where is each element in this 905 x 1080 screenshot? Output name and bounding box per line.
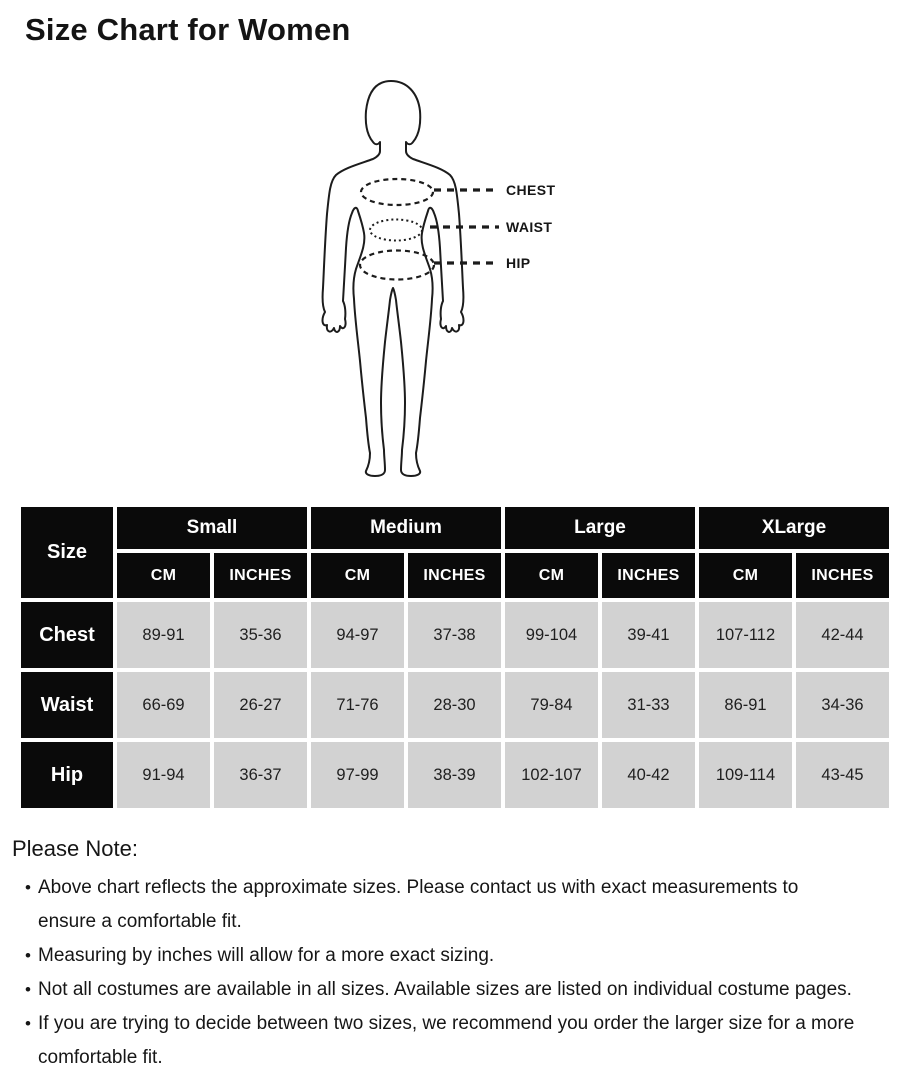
unit-header-cm: CM (699, 553, 792, 598)
size-corner-header: Size (21, 507, 113, 598)
waist-measure-ellipse (369, 218, 423, 242)
table-row-hip: Hip 91-94 36-37 97-99 38-39 102-107 40-4… (21, 742, 889, 808)
row-label-waist: Waist (21, 672, 113, 738)
hip-label: HIP (506, 255, 531, 271)
group-header-large: Large (505, 507, 695, 549)
chest-large-cm: 99-104 (505, 602, 598, 668)
unit-header-cm: CM (117, 553, 210, 598)
hip-medium-cm: 97-99 (311, 742, 404, 808)
group-header-xlarge: XLarge (699, 507, 889, 549)
unit-header-cm: CM (505, 553, 598, 598)
unit-header-inches: INCHES (796, 553, 889, 598)
notes-heading: Please Note: (12, 836, 138, 861)
chest-xlarge-inches: 42-44 (796, 602, 889, 668)
hip-measure-ellipse (358, 249, 436, 281)
note-item: • Not all costumes are available in all … (12, 973, 886, 1007)
hip-small-cm: 91-94 (117, 742, 210, 808)
notes-list: • Above chart reflects the approximate s… (12, 871, 886, 1075)
row-label-chest: Chest (21, 602, 113, 668)
chest-label: CHEST (506, 182, 555, 198)
note-item: • Above chart reflects the approximate s… (12, 871, 848, 939)
waist-label: WAIST (506, 219, 552, 235)
table-row-group-headers: Size Small Medium Large XLarge (21, 507, 889, 598)
waist-medium-inches: 28-30 (408, 672, 501, 738)
unit-header-inches: INCHES (602, 553, 695, 598)
hip-large-inches: 40-42 (602, 742, 695, 808)
waist-small-inches: 26-27 (214, 672, 307, 738)
bullet-icon: • (25, 1014, 31, 1033)
bullet-icon: • (25, 980, 31, 999)
unit-header-cm: CM (311, 553, 404, 598)
group-header-medium: Medium (311, 507, 501, 549)
note-item: • If you are trying to decide between tw… (12, 1007, 886, 1075)
hip-large-cm: 102-107 (505, 742, 598, 808)
table-row-waist: Waist 66-69 26-27 71-76 28-30 79-84 31-3… (21, 672, 889, 738)
row-label-hip: Hip (21, 742, 113, 808)
body-measurement-diagram: CHEST WAIST HIP (303, 74, 603, 482)
chest-large-inches: 39-41 (602, 602, 695, 668)
table-row-unit-headers: CM INCHES CM INCHES CM INCHES CM INCHES (21, 553, 889, 598)
chest-measure-ellipse (359, 177, 435, 207)
unit-header-inches: INCHES (408, 553, 501, 598)
hip-medium-inches: 38-39 (408, 742, 501, 808)
hip-small-inches: 36-37 (214, 742, 307, 808)
waist-large-inches: 31-33 (602, 672, 695, 738)
waist-medium-cm: 71-76 (311, 672, 404, 738)
body-diagram-svg: CHEST WAIST HIP (321, 80, 555, 477)
bullet-icon: • (25, 878, 31, 897)
chest-small-inches: 35-36 (214, 602, 307, 668)
note-text: Above chart reflects the approximate siz… (38, 877, 799, 932)
chest-medium-cm: 94-97 (311, 602, 404, 668)
hip-xlarge-inches: 43-45 (796, 742, 889, 808)
table-row-chest: Chest 89-91 35-36 94-97 37-38 99-104 39-… (21, 602, 889, 668)
chest-small-cm: 89-91 (117, 602, 210, 668)
page-title: Size Chart for Women (25, 12, 351, 47)
hip-xlarge-cm: 109-114 (699, 742, 792, 808)
waist-xlarge-cm: 86-91 (699, 672, 792, 738)
chest-medium-inches: 37-38 (408, 602, 501, 668)
waist-large-cm: 79-84 (505, 672, 598, 738)
waist-small-cm: 66-69 (117, 672, 210, 738)
unit-header-inches: INCHES (214, 553, 307, 598)
note-text: Measuring by inches will allow for a mor… (38, 945, 495, 966)
group-header-small: Small (117, 507, 307, 549)
notes-section: Please Note: • Above chart reflects the … (12, 836, 886, 1075)
note-text: Not all costumes are available in all si… (38, 979, 852, 1000)
note-text: If you are trying to decide between two … (38, 1013, 855, 1068)
waist-xlarge-inches: 34-36 (796, 672, 889, 738)
chest-xlarge-cm: 107-112 (699, 602, 792, 668)
note-item: • Measuring by inches will allow for a m… (12, 939, 886, 973)
size-table: Size Small Medium Large XLarge CM INCHES… (17, 503, 893, 812)
bullet-icon: • (25, 946, 31, 965)
